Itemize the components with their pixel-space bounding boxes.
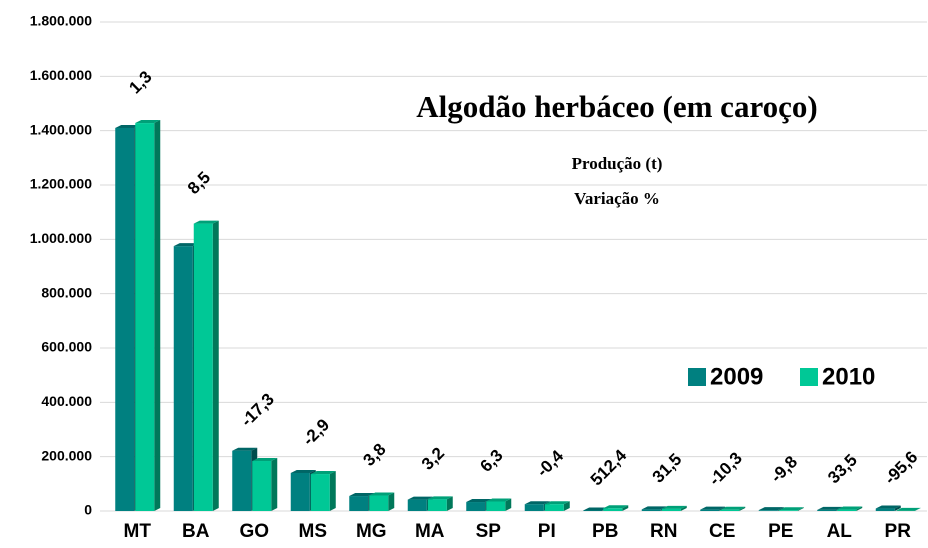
bar xyxy=(311,474,330,511)
bar xyxy=(486,501,505,511)
variation-label: 31,5 xyxy=(649,450,686,487)
variation-label: -0,4 xyxy=(533,446,568,481)
variation-label: 3,2 xyxy=(418,444,448,474)
bar xyxy=(466,502,485,511)
legend-swatch xyxy=(688,368,706,386)
variation-label: -9,8 xyxy=(767,452,801,486)
bar xyxy=(194,224,213,511)
bar xyxy=(876,509,895,511)
y-tick-label: 400.000 xyxy=(41,393,92,409)
chart-subtitle: Produção (t) xyxy=(572,154,663,173)
x-tick-label: MT xyxy=(124,521,152,542)
y-tick-label: 200.000 xyxy=(41,447,92,463)
x-tick-label: AL xyxy=(827,521,853,542)
x-tick-label: MG xyxy=(356,521,387,542)
bar-side xyxy=(271,458,277,511)
variation-label: 3,8 xyxy=(359,440,389,470)
bar xyxy=(252,461,271,511)
bar xyxy=(603,508,622,511)
legend-label: 2010 xyxy=(822,363,875,390)
bar xyxy=(115,128,134,511)
y-tick-label: 600.000 xyxy=(41,339,92,355)
variation-label: 1,3 xyxy=(125,67,155,97)
y-tick-label: 1.400.000 xyxy=(30,121,92,137)
y-tick-label: 0 xyxy=(84,502,92,518)
annotation: Variação % xyxy=(574,189,660,208)
bar xyxy=(349,496,368,511)
bar xyxy=(135,123,154,511)
x-tick-label: PE xyxy=(768,521,793,542)
bar xyxy=(408,500,427,511)
y-tick-label: 1.600.000 xyxy=(30,67,92,83)
variation-label: 8,5 xyxy=(184,168,214,198)
bar xyxy=(759,510,778,511)
bar-side xyxy=(330,471,336,511)
y-tick-label: 800.000 xyxy=(41,284,92,300)
bar xyxy=(291,473,310,511)
y-tick-label: 1.200.000 xyxy=(30,176,92,192)
variation-label: 6,3 xyxy=(476,446,506,476)
x-tick-label: RN xyxy=(650,521,677,542)
bar-side xyxy=(154,120,160,511)
legend-swatch xyxy=(800,368,818,386)
bar xyxy=(525,504,544,511)
chart-title: Algodão herbáceo (em caroço) xyxy=(416,89,817,124)
variation-label: 33,5 xyxy=(824,450,861,487)
variation-label: -10,3 xyxy=(705,449,746,490)
bar xyxy=(817,510,836,511)
variation-label: -17,3 xyxy=(237,390,278,431)
variation-label: -95,6 xyxy=(881,447,922,488)
bar xyxy=(837,510,856,511)
x-tick-label: BA xyxy=(182,521,210,542)
x-tick-label: PI xyxy=(538,521,556,542)
x-tick-label: PB xyxy=(592,521,618,542)
bar xyxy=(779,510,798,511)
bar xyxy=(545,504,564,511)
y-tick-label: 1.800.000 xyxy=(30,13,92,29)
bar xyxy=(700,510,719,511)
bar xyxy=(642,509,661,511)
x-tick-label: MA xyxy=(415,521,445,542)
bar xyxy=(720,510,739,511)
x-tick-label: MS xyxy=(299,521,328,542)
bar-side xyxy=(388,493,394,511)
bar xyxy=(369,496,388,511)
variation-label: -2,9 xyxy=(299,415,333,449)
x-tick-label: GO xyxy=(239,521,269,542)
variation-label: 512,4 xyxy=(587,445,631,489)
legend-label: 2009 xyxy=(710,363,763,390)
bar xyxy=(583,510,602,511)
bar-side xyxy=(213,221,219,511)
x-tick-label: SP xyxy=(476,521,502,542)
bar xyxy=(428,499,447,511)
bar xyxy=(232,451,251,511)
y-tick-label: 1.000.000 xyxy=(30,230,92,246)
bar xyxy=(662,509,681,511)
bar xyxy=(174,246,193,511)
x-tick-label: CE xyxy=(709,521,735,542)
x-tick-label: PR xyxy=(885,521,912,542)
